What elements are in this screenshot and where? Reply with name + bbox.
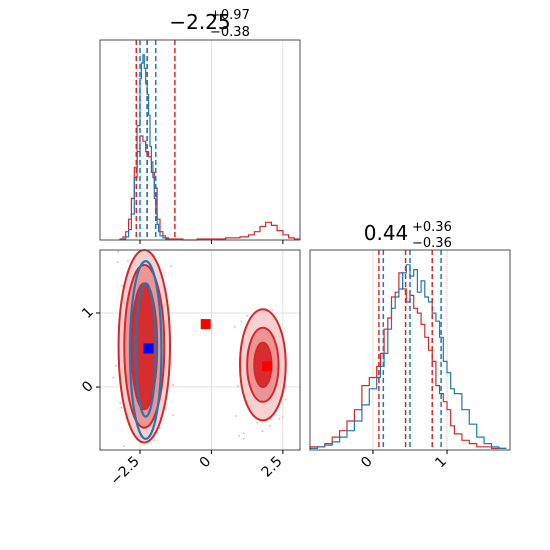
bottom-left-scatter-point <box>116 261 119 263</box>
title-top-left: −2.25 <box>169 10 230 34</box>
panel-bottom-right-frame <box>309 249 511 451</box>
bottom-left-scatter-point <box>172 414 174 417</box>
title-bottom-right-minus: −0.36 <box>412 236 452 251</box>
bottom-left-scatter-point <box>269 425 271 427</box>
bottom-left-xtick-label-2: 2.5 <box>259 454 286 481</box>
panel-bottom-right-histogram: 0 1 0.44 +0.36 −0.36 <box>309 220 511 472</box>
title-top-left-value: −2.25 <box>169 10 230 34</box>
bottom-right-xtick-label-1: 1 <box>432 454 450 472</box>
bottom-left-scatter-point <box>120 406 123 409</box>
title-top-left-plus: +0.97 <box>210 8 250 23</box>
bottom-left-scatter-point <box>233 325 236 328</box>
bottom-left-scatter-point <box>117 250 119 253</box>
bottom-left-scatter-point <box>123 445 125 448</box>
bottom-left-scatter-point <box>234 415 237 417</box>
bottom-left-scatter-point <box>121 284 124 287</box>
title-bottom-right-plus: +0.36 <box>412 220 452 235</box>
bottom-left-scatter-point <box>237 385 239 388</box>
bottom-left-scatter-point <box>278 417 281 420</box>
bottom-left-ytick-label-0: 0 <box>79 378 97 396</box>
bottom-right-xtick-label-0: 0 <box>358 454 376 472</box>
bottom-left-xtick-label-1: 0 <box>197 454 215 472</box>
panel-bottom-left-contour: −2.5 0 2.5 0 1 <box>79 249 301 489</box>
bottom-left-scatter-point <box>284 398 287 401</box>
bottom-left-marker-1 <box>200 319 211 330</box>
bottom-left-scatter-point <box>281 416 284 419</box>
bottom-left-xtick-label-0: −2.5 <box>107 454 142 489</box>
panel-top-left-histogram: −2.25 +0.97 −0.38 <box>99 8 301 244</box>
bottom-left-scatter-point <box>119 402 121 405</box>
bottom-left-scatter-point <box>112 376 115 379</box>
title-top-left-minus: −0.38 <box>210 25 250 40</box>
bottom-left-marker-0 <box>143 343 154 354</box>
bottom-left-scatter-point <box>238 434 240 437</box>
bottom-left-scatter-point <box>242 437 245 440</box>
top-left-histogram-series-blue <box>122 54 169 240</box>
bottom-left-marker-2 <box>262 361 273 372</box>
bottom-left-ytick-label-1: 1 <box>79 304 97 322</box>
bottom-left-scatter-point <box>261 430 264 433</box>
bottom-left-scatter-point <box>153 439 156 442</box>
bottom-left-contour-blue-1 <box>134 282 157 418</box>
panel-top-left-frame <box>99 39 301 241</box>
bottom-left-scatter-point <box>246 314 249 317</box>
bottom-left-scatter-point <box>115 364 117 367</box>
bottom-left-contour-blue-0 <box>128 260 163 440</box>
bottom-left-scatter-point <box>256 421 259 424</box>
bottom-left-scatter-point <box>172 384 174 387</box>
title-bottom-right-value: 0.44 <box>364 221 409 245</box>
bottom-left-scatter-point <box>170 265 173 268</box>
bottom-right-histogram-series-blue <box>309 264 507 450</box>
bottom-left-scatter-point <box>243 432 245 435</box>
bottom-left-scatter-point <box>127 260 129 262</box>
bottom-left-scatter-point <box>271 309 273 311</box>
panel-bottom-left-frame <box>99 249 301 451</box>
bottom-right-histogram-series-red <box>309 272 507 450</box>
bottom-left-scatter-point <box>240 320 243 323</box>
